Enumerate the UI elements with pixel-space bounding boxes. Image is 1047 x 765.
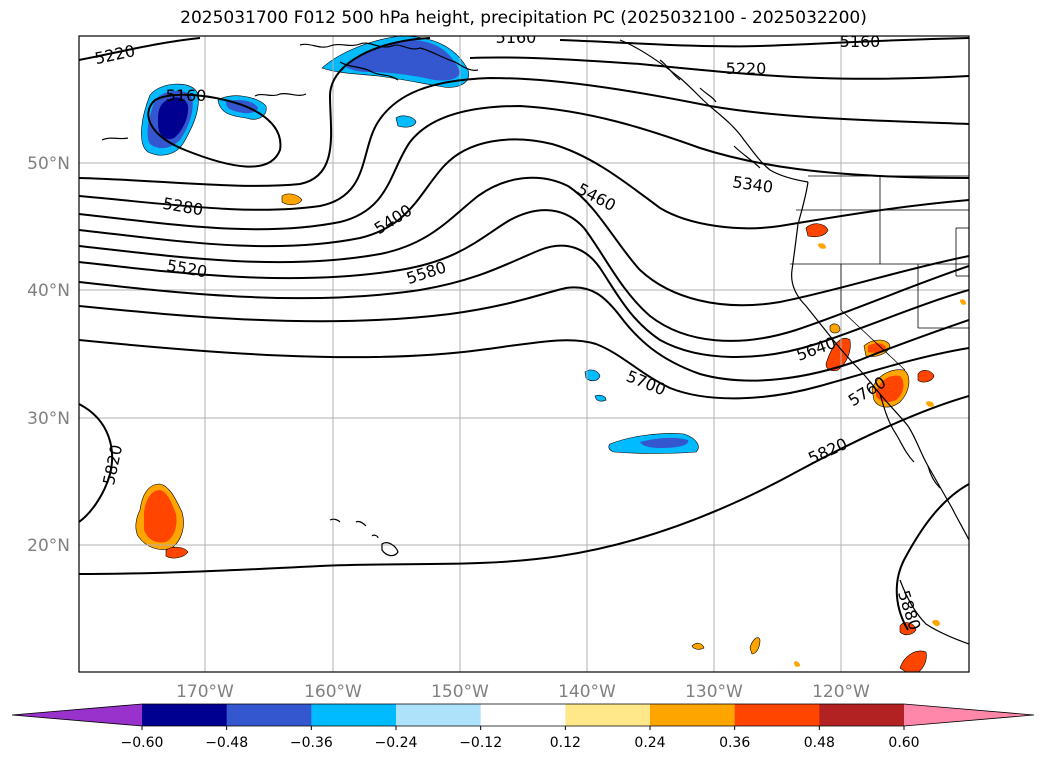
colorbar-tick-label: 0.12	[550, 735, 581, 751]
longitude-labels: 170°W 160°W 150°W 140°W 130°W 120°W	[176, 682, 870, 702]
colorbar-tick-label: −0.36	[290, 735, 333, 751]
colorbar-tick-label: 0.24	[634, 735, 665, 751]
colorbar-tick-label: −0.24	[375, 735, 418, 751]
contour-line	[79, 244, 969, 359]
precip-area	[158, 97, 189, 140]
contour-line	[79, 138, 969, 248]
colorbar-swatch	[734, 704, 820, 726]
map-title: 2025031700 F012 500 hPa height, precipit…	[180, 8, 867, 28]
contour-line	[79, 176, 969, 307]
colorbar-tick-label: 0.36	[719, 735, 750, 751]
height-contours	[79, 37, 969, 631]
contour-line	[469, 56, 969, 80]
precip-area	[640, 437, 689, 448]
precip-area	[818, 243, 826, 249]
contour-line	[559, 37, 969, 48]
precip-area	[960, 299, 966, 305]
lon-label: 120°W	[812, 682, 870, 702]
precip-area	[868, 343, 886, 353]
precip-area	[144, 490, 177, 543]
map-frame	[78, 35, 970, 673]
contour-line	[79, 37, 431, 187]
precip-area	[281, 193, 303, 206]
lon-label: 140°W	[558, 682, 616, 702]
precip-area	[395, 115, 417, 128]
precip-area	[749, 637, 761, 655]
contour-line	[79, 395, 969, 575]
contour-label: 5160	[496, 28, 537, 47]
contour-label: 5160	[840, 32, 881, 51]
contour-labels: 5220 5160 5160 5160 5220 5280 5340 5400 …	[93, 28, 925, 633]
colorbar-extend-high	[904, 704, 1034, 726]
colorbar-swatch	[226, 704, 312, 726]
lon-label: 160°W	[304, 682, 362, 702]
contour-line	[79, 76, 969, 211]
lat-label: 40°N	[27, 281, 70, 301]
contour-line	[79, 37, 201, 61]
colorbar-extend-low	[12, 704, 142, 726]
contour-line	[79, 403, 114, 523]
precip-area	[165, 546, 189, 559]
contour-label: 5220	[726, 59, 767, 78]
precip-area	[932, 619, 940, 627]
contour-line	[79, 339, 969, 400]
lon-label: 170°W	[176, 682, 234, 702]
precip-area	[917, 370, 935, 383]
precip-area	[899, 650, 927, 672]
colorbar-swatch	[819, 704, 905, 726]
contour-line	[147, 93, 282, 168]
precip-area	[794, 661, 800, 667]
coastlines	[101, 39, 969, 645]
contour-line	[79, 104, 969, 231]
lat-label: 50°N	[27, 154, 70, 174]
colorbar-tick-label: 0.60	[888, 735, 919, 751]
lon-label: 150°W	[431, 682, 489, 702]
contour-label: 5160	[166, 86, 207, 105]
precip-area	[594, 394, 607, 402]
lat-label: 20°N	[27, 536, 70, 556]
map-area	[79, 36, 969, 672]
latitude-labels: 50°N 40°N 30°N 20°N	[27, 154, 70, 556]
precip-area	[805, 223, 829, 238]
lon-label: 130°W	[685, 682, 743, 702]
colorbar-swatch	[311, 704, 397, 726]
contour-line	[895, 483, 969, 631]
contour-line	[79, 209, 969, 342]
colorbar-swatch	[396, 704, 482, 726]
precip-area	[876, 375, 904, 403]
colorbar-tick-label: −0.60	[121, 735, 164, 751]
precip-area	[829, 323, 841, 334]
precip-area	[691, 642, 705, 650]
colorbar-tick-label: −0.12	[459, 735, 502, 751]
lat-label: 30°N	[27, 409, 70, 429]
colorbar: −0.60 −0.48 −0.36 −0.24 −0.12 0.12 0.24 0.36 0.4…	[11, 703, 1035, 751]
colorbar-swatch	[650, 704, 736, 726]
precip-area	[926, 401, 934, 407]
precip-area	[584, 369, 601, 382]
colorbar-swatch	[565, 704, 651, 726]
colorbar-tick-label: −0.48	[205, 735, 248, 751]
contour-line	[79, 286, 969, 382]
colorbar-swatch	[142, 704, 228, 726]
colorbar-tick-label: 0.48	[804, 735, 835, 751]
colorbar-swatch	[480, 704, 566, 726]
